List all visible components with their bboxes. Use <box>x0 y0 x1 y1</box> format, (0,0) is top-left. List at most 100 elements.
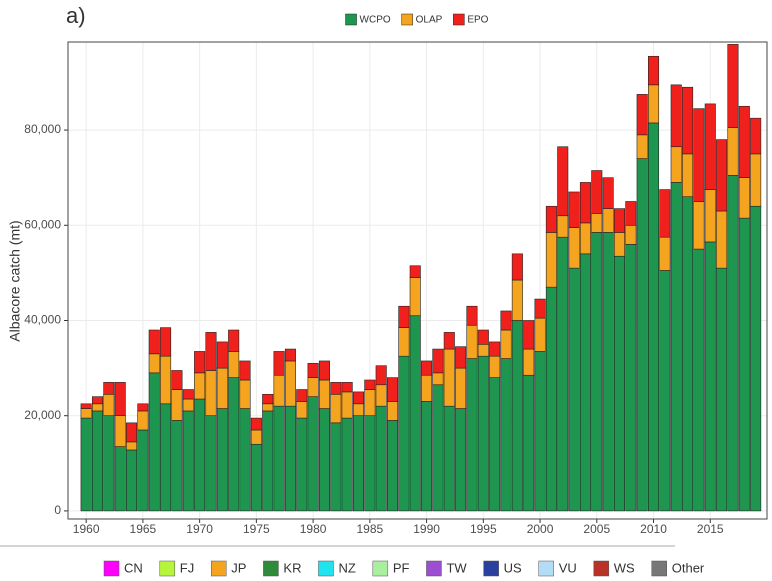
bar-segment <box>489 377 501 512</box>
bar-segment <box>750 205 762 512</box>
bar-segment <box>148 329 160 355</box>
bar-segment <box>126 441 138 451</box>
bar-segment <box>273 405 285 512</box>
bar-segment <box>352 391 365 405</box>
bar-segment <box>91 410 104 512</box>
bar-segment <box>330 382 342 395</box>
bar-segment <box>330 422 342 512</box>
bar-segment <box>91 396 104 405</box>
bar-segment <box>80 417 92 512</box>
bar-segment <box>716 139 728 212</box>
bar-segment <box>137 410 149 431</box>
bar-segment <box>387 401 399 421</box>
y-tick-label: 80,000 <box>24 122 61 136</box>
bar-segment <box>602 208 614 233</box>
bar-segment <box>591 232 603 512</box>
bar-segment <box>579 253 591 512</box>
bar-segment <box>205 332 217 371</box>
bar-segment <box>216 367 228 409</box>
bar-segment <box>636 94 648 136</box>
bar-segment <box>375 365 387 386</box>
bar-segment <box>171 389 183 421</box>
bar-segment <box>750 117 762 155</box>
bar-segment <box>477 343 489 357</box>
legend-swatch <box>453 13 465 26</box>
bar-segment <box>670 84 682 148</box>
bar-segment <box>727 127 739 176</box>
bar-segment <box>568 191 580 228</box>
bar-segment <box>216 341 228 369</box>
bar-segment <box>500 329 512 359</box>
y-tick-label: 60,000 <box>24 217 61 231</box>
x-tick-label: 2010 <box>640 522 667 536</box>
bar-segment <box>693 248 705 512</box>
x-tick-label: 1965 <box>130 522 157 536</box>
bar-segment <box>409 315 421 512</box>
legend-label: JP <box>231 560 246 575</box>
bar-segment <box>727 174 739 512</box>
bar-segment <box>364 415 376 512</box>
bar-segment <box>455 408 467 512</box>
bar-segment <box>364 389 376 416</box>
legend-label: VU <box>559 560 577 575</box>
bar-segment <box>557 215 569 238</box>
bar-segment <box>534 317 546 352</box>
bar-segment <box>568 267 580 512</box>
bar-segment <box>262 410 274 512</box>
legend-swatch <box>345 13 357 26</box>
bar-segment <box>80 403 92 409</box>
bar-segment <box>659 236 671 271</box>
bar-segment <box>602 177 614 209</box>
legend-label: WS <box>614 560 635 575</box>
bar-segment <box>523 374 535 512</box>
bar-segment <box>613 208 626 233</box>
bar-segment <box>126 449 138 512</box>
bar-segment <box>421 374 433 402</box>
bar-segment <box>160 327 172 357</box>
bar-segment <box>273 351 285 376</box>
bar-segment <box>602 232 614 512</box>
bar-segment <box>704 103 716 190</box>
bar-segment <box>148 372 160 512</box>
y-tick-label: 0 <box>54 503 61 517</box>
legend-swatch <box>593 560 610 577</box>
legend-label: NZ <box>338 560 355 575</box>
y-tick-label: 40,000 <box>24 313 61 327</box>
bar-segment <box>398 305 410 328</box>
bar-segment <box>296 417 308 512</box>
bar-segment <box>114 415 126 447</box>
bar-segment <box>284 405 296 512</box>
legend-swatch <box>426 560 442 577</box>
bar-segment <box>80 408 92 419</box>
bar-segment <box>704 241 716 512</box>
legend-swatch <box>159 560 176 577</box>
bar-segment <box>693 201 705 250</box>
bar-segment <box>307 396 319 512</box>
bar-segment <box>250 443 262 512</box>
bar-segment <box>579 222 591 255</box>
bar-segment <box>398 327 410 357</box>
legend-swatch <box>401 13 413 26</box>
bar-segment <box>205 370 217 416</box>
bar-segment <box>307 363 319 378</box>
bar-segment <box>738 105 750 178</box>
x-tick-label: 1990 <box>413 522 440 536</box>
legend-swatch <box>103 560 120 577</box>
bar-segment <box>387 420 399 512</box>
bar-segment <box>160 403 172 512</box>
legend-label: Other <box>672 560 705 575</box>
bar-segment <box>114 382 126 416</box>
legend-label: TW <box>446 560 467 575</box>
bar-segment <box>137 403 149 412</box>
bar-segment <box>523 320 535 350</box>
bar-segment <box>557 146 569 217</box>
y-tick-label: 20,000 <box>24 408 61 422</box>
bar-segment <box>489 355 501 378</box>
legend-swatch <box>483 560 499 577</box>
bar-segment <box>409 265 421 278</box>
bar-segment <box>341 382 353 393</box>
bar-segment <box>318 360 330 381</box>
bar-segment <box>205 415 217 512</box>
legend-swatch <box>210 560 227 577</box>
bar-segment <box>250 429 262 445</box>
